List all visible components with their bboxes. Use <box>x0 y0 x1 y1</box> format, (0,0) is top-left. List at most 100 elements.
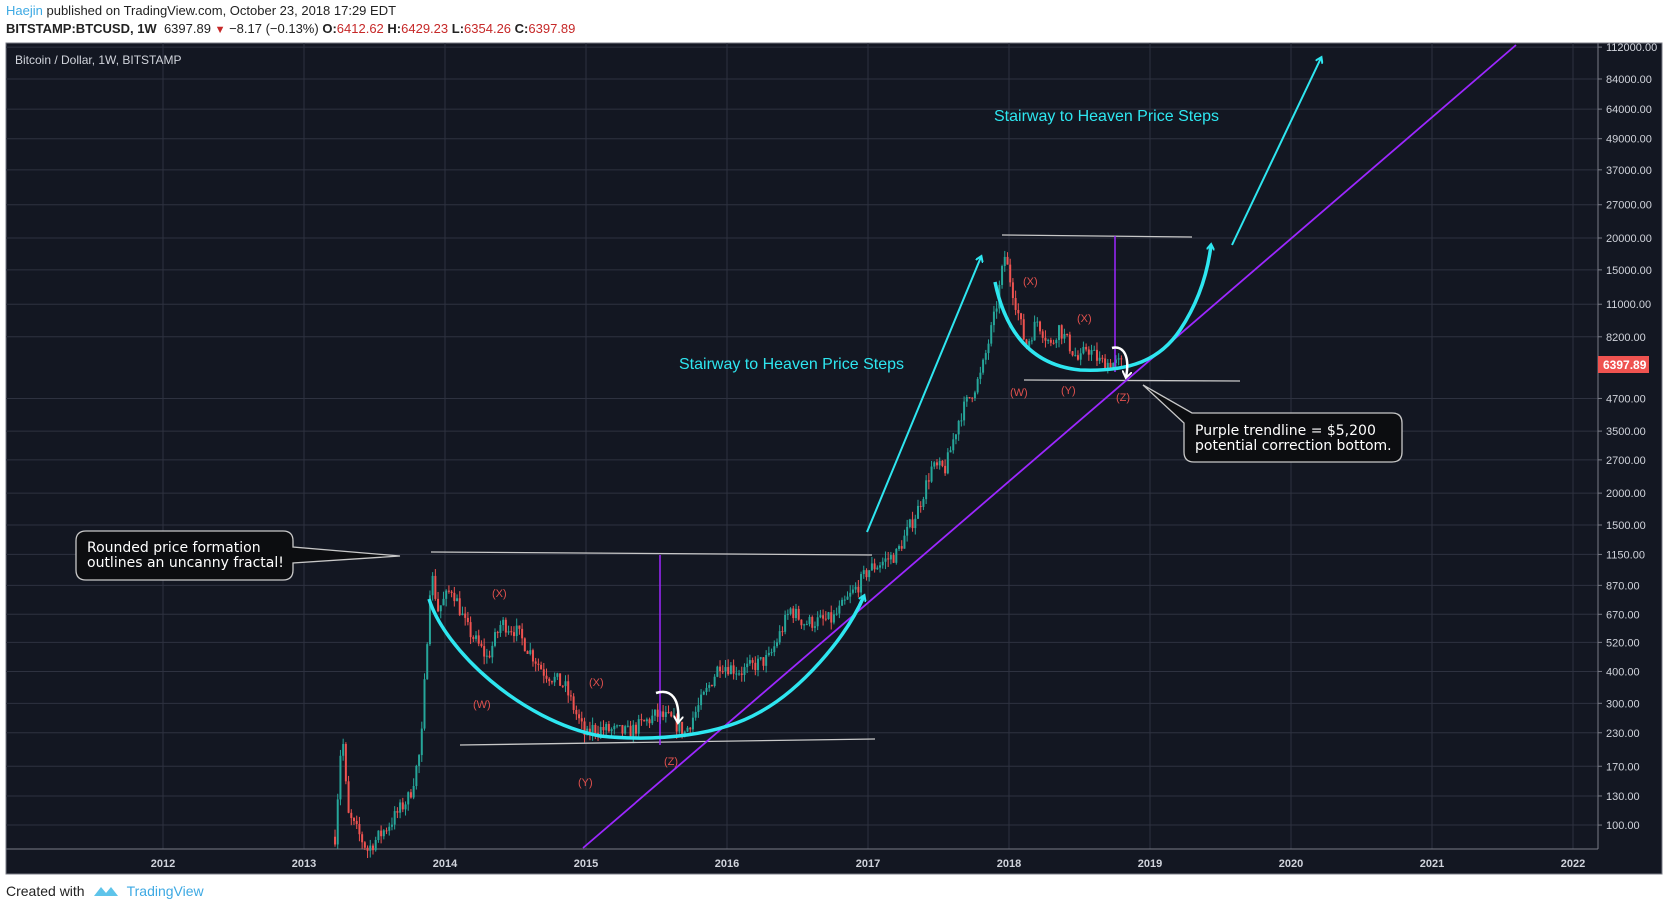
candle <box>830 605 833 630</box>
candle <box>355 815 358 830</box>
candle <box>1020 312 1023 326</box>
candle <box>420 721 423 762</box>
candle <box>887 551 890 568</box>
candle <box>645 717 648 726</box>
candle <box>651 709 654 726</box>
price-tick-label: 1500.00 <box>1606 520 1646 532</box>
callout-left-line-1: Rounded price formation <box>87 540 261 556</box>
callout-right[interactable]: Purple trendline = $5,200 potential corr… <box>1142 384 1403 463</box>
candle <box>794 603 797 622</box>
candle <box>1036 317 1039 327</box>
candle <box>583 717 586 743</box>
stairway-arrow-2[interactable] <box>1231 58 1321 246</box>
rounded-bottom-curve-right[interactable] <box>993 245 1211 372</box>
candle <box>995 301 998 319</box>
candle <box>819 609 822 619</box>
candle <box>643 719 646 722</box>
author-link[interactable]: Haejin <box>6 3 43 18</box>
candle <box>404 801 407 816</box>
time-axis[interactable]: 2012 2013 2014 2015 2016 2017 2018 2019 2020 2021… <box>151 858 1585 870</box>
candle <box>892 552 895 564</box>
candle <box>971 397 974 403</box>
candle <box>746 657 749 674</box>
candle <box>472 635 475 643</box>
candle <box>694 706 697 721</box>
candle <box>1039 320 1042 335</box>
candle <box>353 817 356 825</box>
candle <box>363 841 366 851</box>
candle <box>691 711 694 736</box>
candle <box>477 629 480 647</box>
price-axis[interactable]: 112000.00 84000.00 64000.00 49000.00 37000.0… <box>1598 42 1657 832</box>
candle <box>1033 315 1036 341</box>
price-tick-label: 64000.00 <box>1606 104 1652 116</box>
drawings[interactable] <box>427 44 1517 849</box>
candle <box>865 568 868 581</box>
candle <box>835 607 838 616</box>
candle <box>757 655 760 677</box>
price-tick-label: 1150.00 <box>1606 549 1645 561</box>
stairway-arrow-1[interactable] <box>866 257 981 533</box>
candle <box>415 764 418 790</box>
candle <box>976 376 979 395</box>
candle <box>591 717 594 741</box>
candle <box>480 640 483 648</box>
candle <box>418 753 421 774</box>
candle <box>854 582 857 593</box>
price-tick-label: 170.00 <box>1606 761 1640 773</box>
candle <box>1011 278 1014 306</box>
candle <box>515 618 518 642</box>
candle <box>496 630 499 639</box>
candle <box>987 339 990 360</box>
candle <box>407 791 410 811</box>
candle <box>653 709 656 722</box>
candle <box>518 625 521 635</box>
support-line-right[interactable] <box>1023 379 1241 382</box>
candle <box>1014 290 1017 316</box>
candle <box>388 822 391 836</box>
candle <box>808 614 811 627</box>
tradingview-link[interactable]: TradingView <box>126 883 204 899</box>
candle <box>719 660 722 678</box>
candle <box>822 609 825 626</box>
down-curve-arrow-right[interactable] <box>1111 346 1127 377</box>
purple-trendline[interactable] <box>582 44 1517 849</box>
candle <box>900 540 903 552</box>
candle <box>426 642 429 680</box>
candle <box>968 397 971 399</box>
stairway-label-2: Stairway to Heaven Price Steps <box>994 108 1219 125</box>
year-tick-label: 2013 <box>292 858 316 870</box>
candle <box>1047 338 1050 344</box>
candle <box>445 589 448 607</box>
candle <box>361 831 364 849</box>
rounded-bottom-curve-left[interactable] <box>427 596 864 740</box>
price-tick-label: 300.00 <box>1606 698 1640 710</box>
price-tick-label: 400.00 <box>1606 666 1640 678</box>
callout-left[interactable]: Rounded price formation outlines an unca… <box>75 530 401 581</box>
candle <box>1120 355 1123 366</box>
down-triangle-icon: ▼ <box>214 24 226 36</box>
resistance-line-left[interactable] <box>430 551 873 556</box>
resistance-line-right[interactable] <box>1001 234 1193 238</box>
candle <box>670 711 673 718</box>
candle <box>1041 329 1044 343</box>
candle <box>1071 351 1074 357</box>
price-tick-label: 49000.00 <box>1606 134 1652 146</box>
down-curve-arrow-left[interactable] <box>655 690 678 722</box>
candle <box>382 829 385 840</box>
candle <box>954 433 957 445</box>
candle <box>545 668 548 683</box>
tradingview-logo-icon <box>93 887 118 896</box>
candle <box>1055 338 1058 348</box>
callout-left-line-2: outlines an uncanny fractal! <box>87 555 284 571</box>
high-value: 6429.23 <box>401 21 449 36</box>
price-tick-label: 100.00 <box>1606 820 1640 832</box>
candle <box>879 561 882 573</box>
candle <box>786 609 789 620</box>
candle <box>491 641 494 664</box>
price-tick-label: 4700.00 <box>1606 393 1646 405</box>
candle <box>1044 330 1047 348</box>
year-tick-label: 2018 <box>997 858 1021 870</box>
support-line-left[interactable] <box>459 738 876 746</box>
